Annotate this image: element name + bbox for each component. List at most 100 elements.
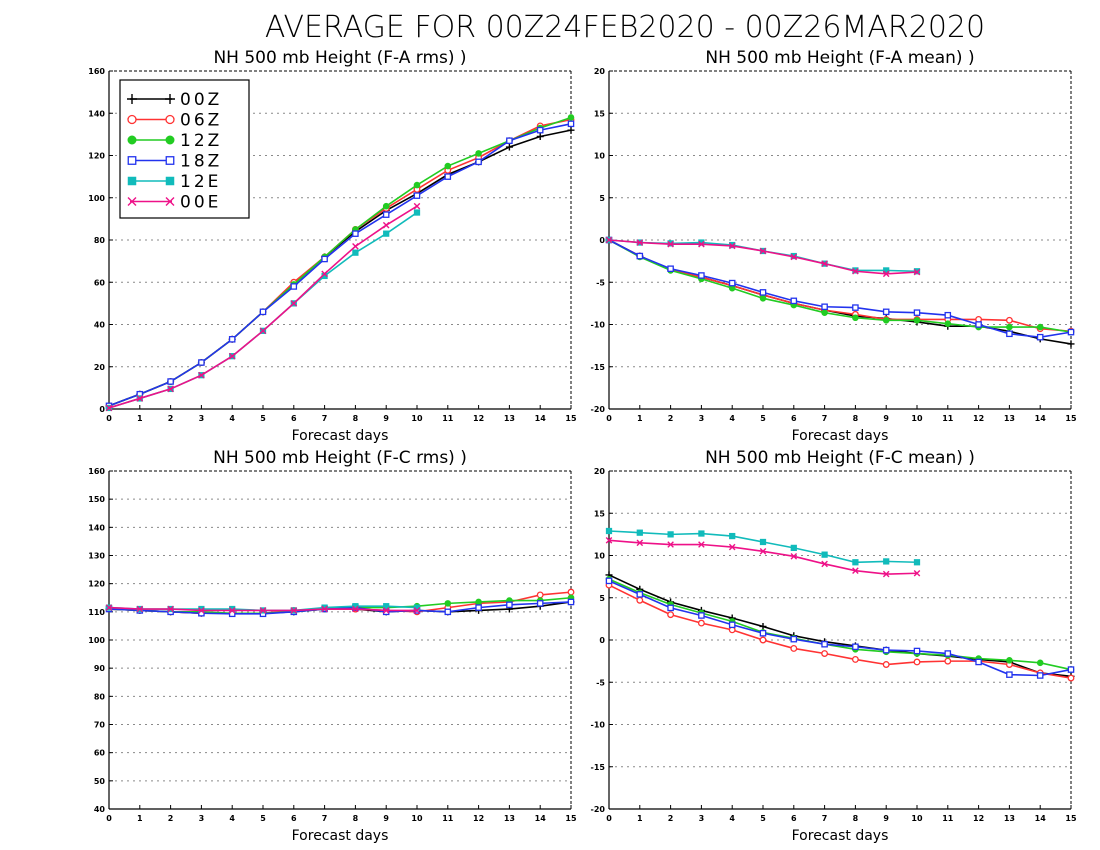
x-tick-label: 3 [199,414,205,423]
data-point-06Z [567,588,575,596]
series-line-00Z [608,574,1072,678]
x-tick-label: 7 [822,814,828,823]
data-point-12Z [444,162,452,170]
x-tick-label: 0 [106,814,112,823]
legend-marker [127,114,137,125]
series-00E [605,536,921,578]
y-tick-label: 80 [94,692,106,701]
data-point-12Z [413,181,421,189]
series-06Z [605,236,1075,335]
legend-marker [127,197,137,206]
y-tick-label: 40 [94,805,106,814]
data-point-18Z [536,600,544,607]
data-point-00E [821,260,828,267]
series-line-00E [608,539,918,575]
data-point-12Z [944,320,952,327]
data-point-00E [698,240,705,248]
data-point-06Z [1067,674,1075,682]
data-point-12E [883,558,890,565]
x-tick-label: 7 [822,414,828,423]
x-tick-label: 2 [168,814,174,823]
data-point-00Z [1067,340,1075,348]
data-point-00E [728,543,736,551]
data-point-12E [698,530,705,537]
y-tick-label: 90 [94,664,106,673]
panel-title: NH 500 mb Height (F-A rms) ) [213,48,466,68]
x-tick-label: 1 [137,814,143,823]
x-tick-label: 2 [668,414,674,423]
x-tick-label: 12 [473,414,484,423]
data-point-00E [852,267,859,275]
x-tick-label: 11 [442,814,454,823]
y-tick-label: -20 [591,405,606,414]
y-tick-label: -5 [596,678,605,687]
x-tick-label: 5 [260,814,266,823]
data-point-18Z [567,120,575,128]
x-tick-label: 1 [637,414,643,423]
data-point-00E [136,605,144,613]
data-point-18Z [167,378,174,385]
x-tick-label: 14 [535,414,547,423]
data-point-12E [383,230,390,237]
data-point-12Z [475,598,482,606]
data-point-00E [913,268,921,276]
x-tick-label: 6 [291,814,297,823]
y-tick-label: 5 [599,194,605,203]
y-tick-label: 20 [594,67,606,76]
data-point-00E [605,236,613,244]
data-point-18Z [444,173,452,180]
data-point-00E [167,385,174,393]
data-point-12E [229,605,236,613]
data-point-18Z [913,309,921,316]
data-point-12E [413,209,421,216]
data-point-00E [382,607,390,614]
y-tick-label: 140 [88,109,105,118]
x-tick-label: 11 [942,414,954,423]
data-point-06Z [697,619,705,627]
data-point-18Z [1036,333,1044,341]
data-point-18Z [413,192,421,199]
x-axis-label: Forecast days [292,428,389,444]
x-tick-label: 14 [535,814,547,823]
series-line-18Z [608,239,1072,338]
x-tick-label: 1 [137,414,143,423]
x-tick-label: 3 [699,414,705,423]
data-point-12Z [1036,659,1044,667]
data-point-00E [882,270,890,278]
series-line-12Z [608,239,1072,333]
data-point-12Z [821,309,828,316]
data-point-12E [605,527,613,535]
y-tick-label: 100 [88,636,105,645]
data-point-12Z [1006,656,1013,664]
x-tick-label: 13 [504,814,515,823]
x-tick-label: 8 [853,414,859,423]
legend-marker [127,156,137,165]
y-tick-label: 5 [599,594,605,603]
y-tick-label: -5 [596,278,605,287]
data-point-00E [413,202,421,210]
x-tick-label: 15 [565,414,577,423]
data-point-00E [382,221,390,229]
series-line-00Z [608,239,1072,345]
x-tick-label: 11 [942,814,954,823]
x-tick-label: 0 [606,814,612,823]
x-tick-label: 13 [1004,814,1015,823]
data-point-12E [352,249,359,256]
x-tick-label: 15 [565,814,577,823]
x-tick-label: 10 [911,414,923,423]
series-00E [105,202,421,412]
data-point-18Z [1036,672,1044,679]
x-tick-label: 9 [383,414,389,423]
x-tick-label: 9 [383,814,389,823]
x-tick-label: 8 [853,814,859,823]
data-point-18Z [698,272,705,279]
x-tick-label: 7 [322,814,328,823]
legend-label: 00Z [180,90,222,110]
data-point-18Z [882,308,890,316]
data-point-18Z [913,647,921,655]
x-axis-label: Forecast days [792,428,889,444]
legend-marker [127,135,137,145]
x-tick-label: 4 [229,414,235,423]
data-point-12E [913,559,921,566]
x-tick-label: 7 [322,414,328,423]
